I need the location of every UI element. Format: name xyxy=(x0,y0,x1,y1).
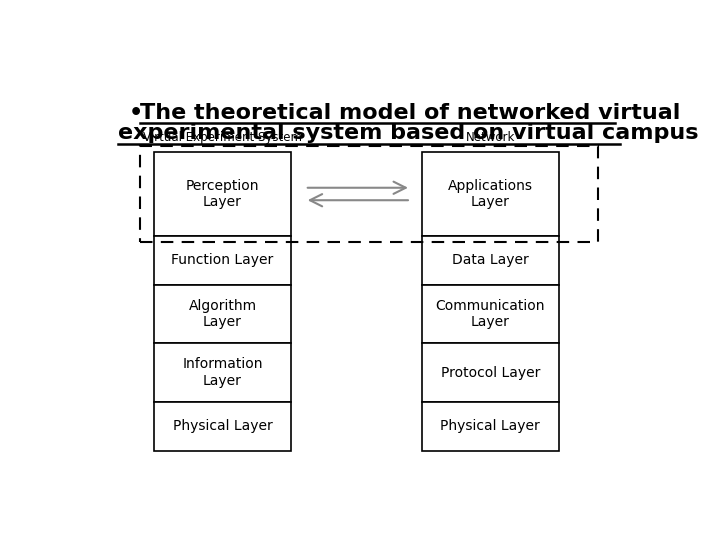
Text: •: • xyxy=(129,103,143,123)
Text: Network: Network xyxy=(466,131,515,144)
Text: Algorithm
Layer: Algorithm Layer xyxy=(189,299,256,329)
Bar xyxy=(140,146,598,242)
Bar xyxy=(422,402,559,451)
Text: Perception
Layer: Perception Layer xyxy=(186,179,259,209)
Text: Function Layer: Function Layer xyxy=(171,253,274,267)
Bar xyxy=(154,402,291,451)
Bar xyxy=(154,285,291,343)
Text: The theoretical model of networked virtual: The theoretical model of networked virtu… xyxy=(140,103,680,123)
Text: Virtual Experiment System: Virtual Experiment System xyxy=(143,131,302,144)
Bar xyxy=(154,152,291,236)
Text: Protocol Layer: Protocol Layer xyxy=(441,366,540,380)
Text: Applications
Layer: Applications Layer xyxy=(448,179,533,209)
Bar xyxy=(154,343,291,402)
Text: Data Layer: Data Layer xyxy=(452,253,528,267)
Bar xyxy=(422,236,559,285)
Text: Information
Layer: Information Layer xyxy=(182,357,263,388)
Bar xyxy=(154,236,291,285)
Text: Physical Layer: Physical Layer xyxy=(173,419,272,433)
Bar xyxy=(422,285,559,343)
Text: experimental system based on virtual campus: experimental system based on virtual cam… xyxy=(118,124,698,144)
Bar xyxy=(422,152,559,236)
Bar xyxy=(422,343,559,402)
Text: Communication
Layer: Communication Layer xyxy=(436,299,545,329)
Text: Physical Layer: Physical Layer xyxy=(441,419,540,433)
